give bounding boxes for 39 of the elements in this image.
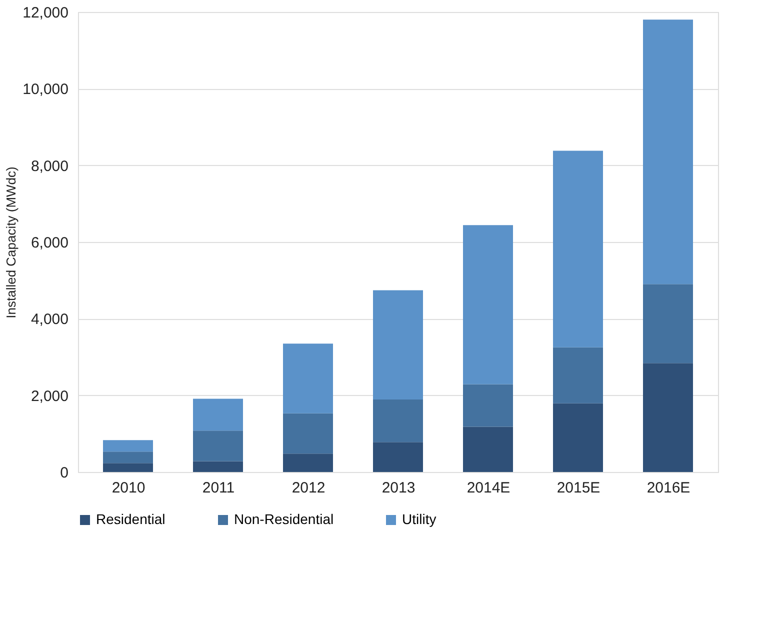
x-tick-label: 2013 <box>382 480 416 496</box>
y-tick-label: 12,000 <box>22 4 68 22</box>
bar <box>463 426 513 472</box>
bar <box>553 403 603 472</box>
x-tick-label: 2012 <box>292 480 326 496</box>
bar <box>103 440 153 452</box>
x-tick-label: 2010 <box>112 480 146 496</box>
bar <box>193 430 243 462</box>
bar <box>463 225 513 384</box>
x-tick-label: 2016E <box>646 480 690 496</box>
x-tick-label: 2015E <box>556 480 600 496</box>
bar <box>103 452 153 464</box>
bar <box>373 290 423 400</box>
legend-label: Utility <box>402 511 436 527</box>
bar <box>643 363 693 472</box>
bar <box>553 347 603 404</box>
bar <box>463 384 513 427</box>
y-tick-label: 2,000 <box>30 388 68 405</box>
bar <box>643 284 693 364</box>
bar <box>553 150 603 348</box>
bar <box>373 442 423 472</box>
x-tick-label: 2014E <box>466 480 510 496</box>
y-tick-label: 0 <box>60 464 68 482</box>
y-tick-label: 6,000 <box>30 234 68 252</box>
bar <box>373 400 423 442</box>
x-tick-label: 2011 <box>202 480 235 496</box>
legend-label: Residential <box>96 511 166 527</box>
y-axis-title: Installed Capacity (MWdc) <box>4 166 19 318</box>
bar <box>643 20 693 284</box>
bar <box>193 461 243 472</box>
bar <box>193 398 243 431</box>
y-tick-label: 10,000 <box>22 81 68 98</box>
bar <box>283 413 333 454</box>
bar <box>103 463 153 472</box>
y-tick-label: 8,000 <box>30 158 68 175</box>
bar <box>283 454 333 472</box>
bar <box>283 344 333 414</box>
y-tick-label: 4,000 <box>30 311 68 328</box>
legend-label: Non-Residential <box>234 511 334 527</box>
